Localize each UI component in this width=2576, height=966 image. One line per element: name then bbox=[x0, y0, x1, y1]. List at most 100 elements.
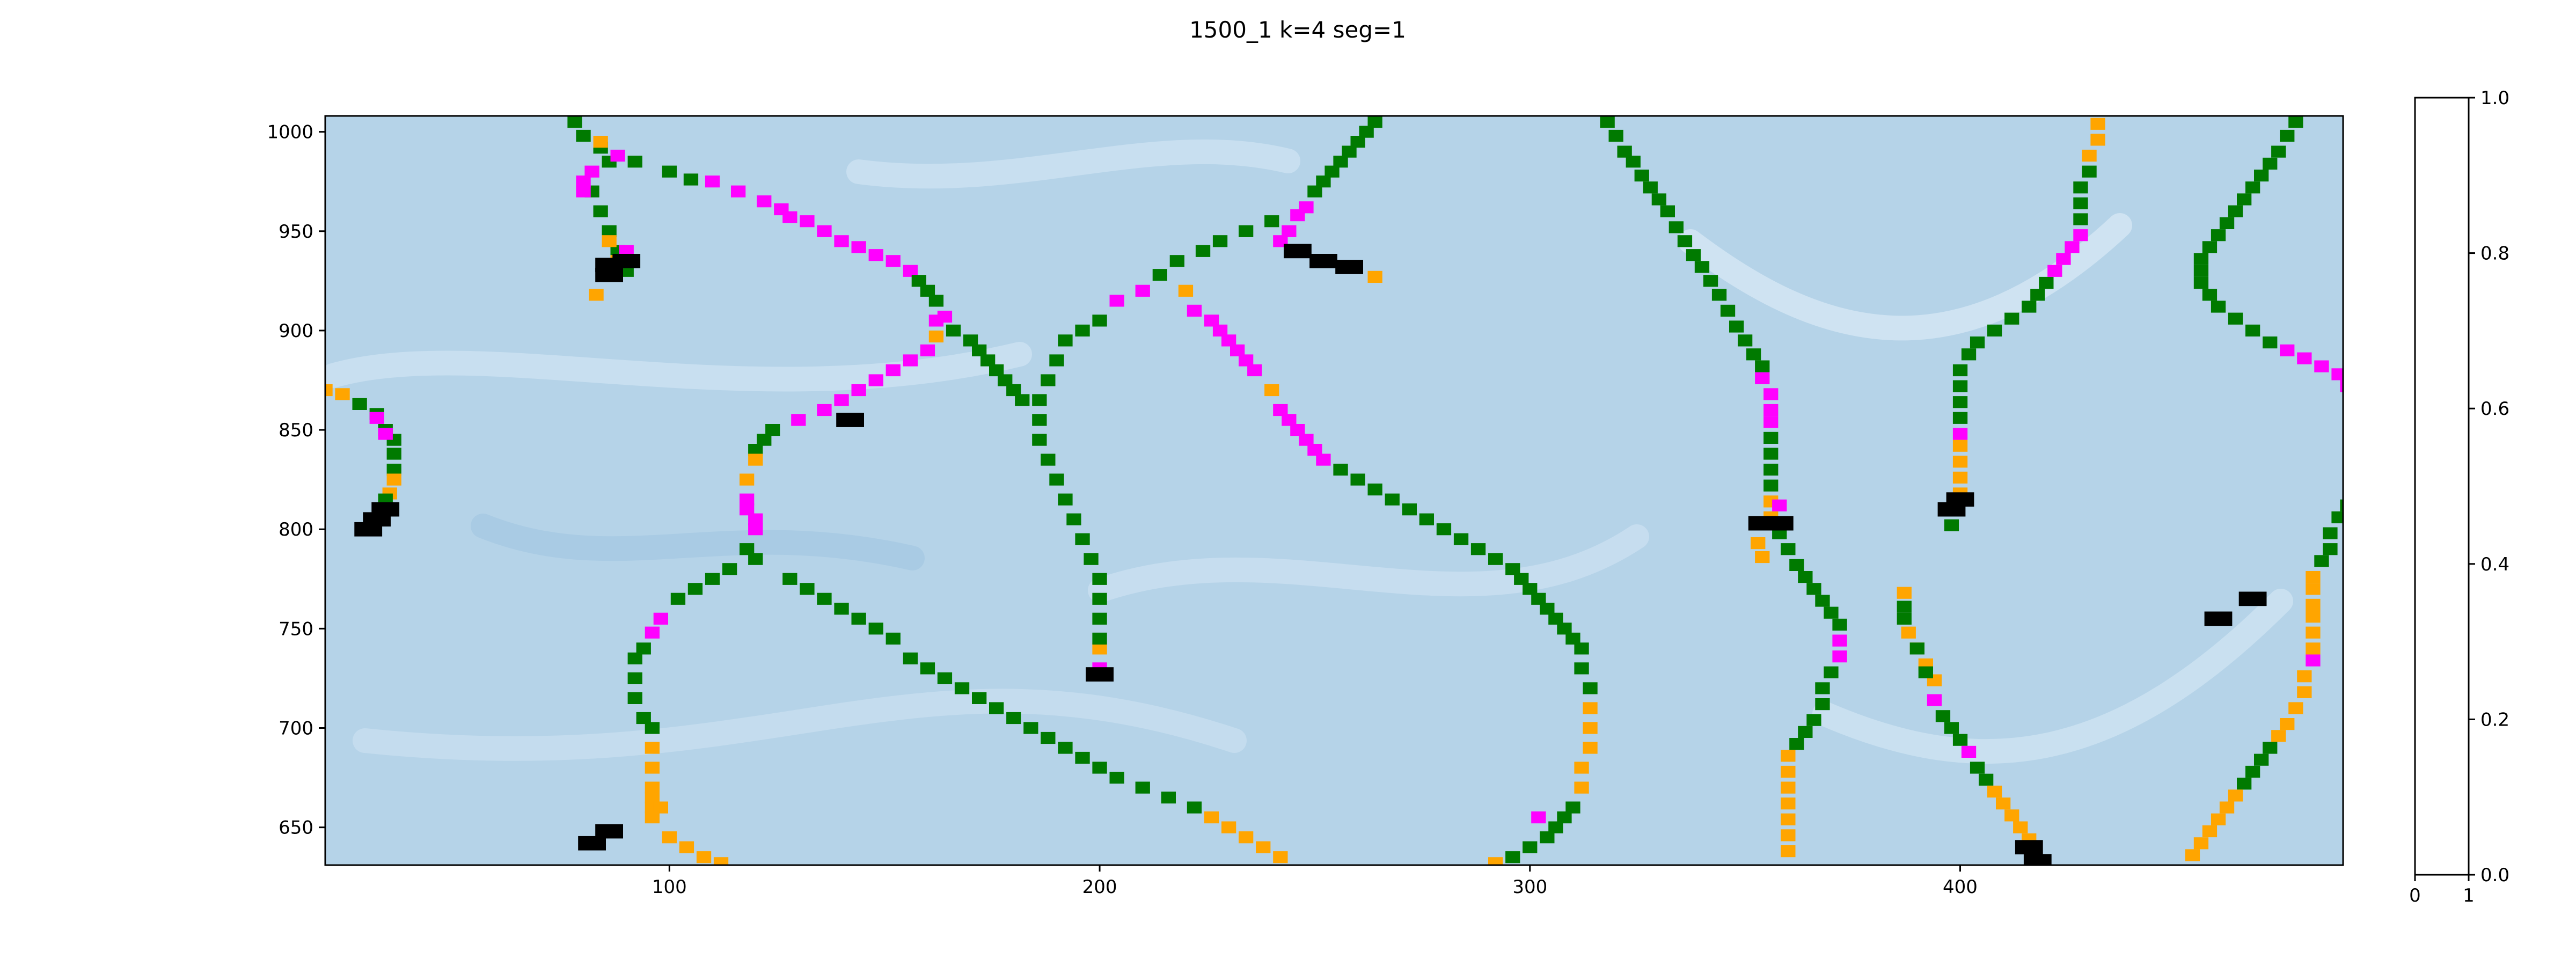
green-cell bbox=[1531, 592, 1546, 605]
orange-cell bbox=[1781, 829, 1796, 841]
green-cell bbox=[1832, 618, 1847, 631]
green-cell bbox=[1023, 722, 1038, 734]
magenta-cell bbox=[2306, 654, 2321, 667]
orange-cell bbox=[386, 473, 401, 486]
green-cell bbox=[1359, 126, 1374, 138]
magenta-cell bbox=[705, 175, 720, 188]
green-cell bbox=[1686, 249, 1701, 261]
magenta-cell bbox=[1832, 634, 1847, 647]
green-cell bbox=[2073, 181, 2088, 194]
chart-title: 1500_1 k=4 seg=1 bbox=[1189, 17, 1406, 43]
orange-cell bbox=[645, 781, 660, 794]
green-cell bbox=[602, 225, 617, 237]
black-cell bbox=[1309, 254, 1337, 268]
orange-cell bbox=[2185, 849, 2200, 861]
green-cell bbox=[2237, 193, 2252, 206]
x-tick-label: 200 bbox=[1082, 876, 1117, 898]
magenta-cell bbox=[610, 149, 625, 162]
green-cell bbox=[1342, 145, 1357, 158]
green-cell bbox=[1169, 255, 1184, 267]
magenta-cell bbox=[2065, 241, 2080, 253]
green-cell bbox=[1677, 235, 1693, 247]
texture-band bbox=[353, 689, 1247, 761]
green-cell bbox=[1608, 129, 1623, 142]
green-cell bbox=[1634, 170, 1649, 182]
green-cell bbox=[946, 324, 961, 336]
magenta-cell bbox=[885, 255, 901, 267]
orange-cell bbox=[713, 857, 729, 865]
green-cell bbox=[1041, 374, 1056, 386]
colorbar-y-axis: 0.0 0.2 0.4 0.6 0.8 1.0 bbox=[2469, 87, 2509, 886]
green-cell bbox=[1324, 165, 1340, 178]
green-cell bbox=[1711, 289, 1727, 301]
orange-cell bbox=[1987, 785, 2002, 798]
colorbar-frame bbox=[2414, 97, 2470, 876]
green-cell bbox=[576, 129, 591, 142]
orange-cell bbox=[2082, 149, 2097, 162]
green-cell bbox=[1333, 156, 1348, 168]
green-cell bbox=[989, 702, 1004, 714]
magenta-cell bbox=[748, 523, 763, 536]
green-cell bbox=[1798, 571, 1813, 583]
green-cell bbox=[2358, 420, 2372, 432]
green-cell bbox=[1952, 396, 1968, 408]
green-cell bbox=[1600, 116, 1615, 128]
magenta-cell bbox=[1307, 444, 1322, 456]
green-cell bbox=[928, 295, 944, 307]
colorbar-x-tick-label: 1 bbox=[2463, 885, 2475, 906]
green-cell bbox=[2331, 511, 2343, 524]
main-plot-frame bbox=[324, 115, 2344, 866]
magenta-cell bbox=[2056, 253, 2071, 265]
magenta-cell bbox=[868, 374, 883, 386]
green-cell bbox=[1763, 431, 1779, 444]
green-cell bbox=[1763, 448, 1779, 460]
magenta-cell bbox=[885, 364, 901, 377]
green-cell bbox=[627, 672, 642, 684]
green-cell bbox=[1651, 193, 1666, 206]
orange-cell bbox=[2228, 789, 2243, 802]
green-cell bbox=[1574, 662, 1589, 675]
green-cell bbox=[2314, 555, 2329, 567]
green-cell bbox=[1738, 334, 1753, 347]
green-cell bbox=[2039, 276, 2054, 289]
orange-cell bbox=[2013, 821, 2028, 833]
orange-cell bbox=[1781, 750, 1796, 762]
colorbar-y-tick-label: 0.0 bbox=[2480, 865, 2509, 886]
green-cell bbox=[1815, 698, 1830, 711]
y-tick-label: 650 bbox=[279, 817, 313, 839]
green-cell bbox=[627, 692, 642, 704]
orange-cell bbox=[1897, 587, 1912, 599]
green-cell bbox=[920, 662, 935, 675]
magenta-cell bbox=[903, 265, 918, 277]
green-cell bbox=[1307, 185, 1322, 197]
green-cell bbox=[1781, 543, 1796, 555]
green-cell bbox=[1806, 714, 1821, 726]
green-cell bbox=[1763, 479, 1779, 492]
texture-band bbox=[1088, 524, 1649, 603]
orange-cell bbox=[2306, 598, 2321, 611]
orange-cell bbox=[645, 762, 660, 774]
green-cell bbox=[748, 553, 763, 565]
black-cell bbox=[578, 836, 606, 851]
green-cell bbox=[748, 444, 763, 456]
green-cell bbox=[1135, 781, 1150, 794]
magenta-cell bbox=[1230, 344, 1245, 356]
magenta-cell bbox=[782, 211, 797, 223]
green-cell bbox=[670, 592, 686, 605]
green-cell bbox=[757, 434, 772, 446]
magenta-cell bbox=[2280, 344, 2295, 356]
orange-cell bbox=[589, 289, 604, 301]
magenta-cell bbox=[1772, 499, 1787, 511]
x-tick-label: 400 bbox=[1943, 876, 1978, 898]
green-cell bbox=[627, 652, 642, 664]
green-cell bbox=[1970, 762, 1985, 774]
green-cell bbox=[1075, 533, 1090, 545]
orange-cell bbox=[1178, 284, 1194, 297]
green-cell bbox=[1557, 623, 1572, 635]
black-cell bbox=[1946, 492, 1974, 507]
orange-cell bbox=[2004, 809, 2019, 822]
magenta-cell bbox=[1221, 334, 1236, 347]
green-cell bbox=[1084, 553, 1099, 565]
green-cell bbox=[2323, 527, 2338, 539]
